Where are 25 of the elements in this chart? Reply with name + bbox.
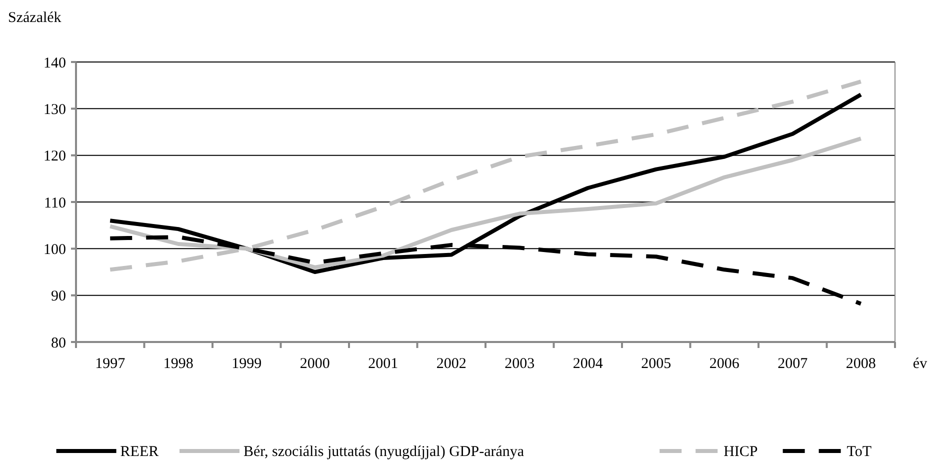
x-tick-label: 2003 [504, 356, 535, 372]
legend-label: Bér, szociális juttatás (nyugdíjjal) GDP-aránya [244, 444, 524, 460]
y-tick-label: 80 [51, 335, 66, 352]
x-axis-title: év [912, 356, 928, 372]
x-tick-label: 2006 [709, 356, 740, 372]
x-tick-label: 1999 [232, 356, 262, 372]
x-tick-label: 2002 [436, 356, 466, 372]
legend-label: REER [120, 444, 159, 460]
x-tick-label: 2008 [846, 356, 876, 372]
x-tick-label: 2007 [778, 356, 808, 372]
y-tick-label: 140 [44, 55, 66, 72]
y-tick-label: 120 [44, 148, 66, 165]
x-tick-label: 1998 [163, 356, 194, 372]
y-axis-title: Százalék [8, 10, 62, 26]
legend-label: ToT [846, 444, 872, 460]
y-tick-label: 130 [44, 102, 66, 118]
y-tick-label: 90 [51, 288, 66, 305]
y-tick-label: 110 [44, 195, 66, 212]
y-tick-label: 100 [44, 242, 66, 258]
x-tick-label: 2005 [641, 356, 672, 372]
x-tick-label: 2001 [368, 356, 398, 372]
x-tick-label: 1997 [95, 356, 126, 372]
x-tick-label: 2004 [572, 356, 604, 372]
x-tick-label: 2000 [300, 356, 330, 372]
legend-label: HICP [724, 444, 758, 460]
